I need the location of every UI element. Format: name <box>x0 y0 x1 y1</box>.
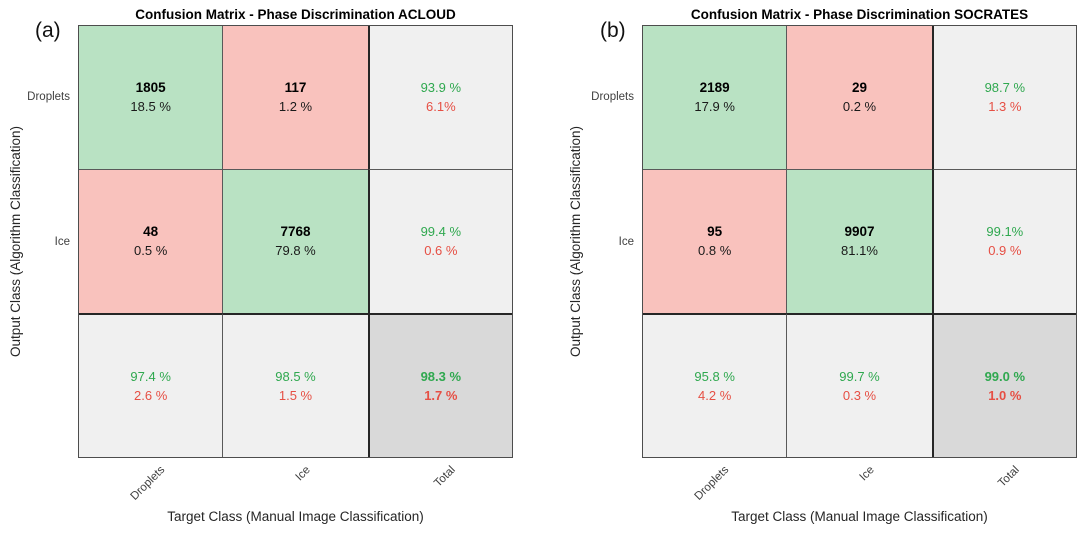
cell-percent: 0.8 % <box>698 243 732 259</box>
correct-percent: 98.5 % <box>275 369 316 385</box>
matrix-cell-droplets-ice: 29 0.2 % <box>787 26 932 170</box>
error-percent: 0.9 % <box>988 243 1022 259</box>
y-tick-ice: Ice <box>54 236 70 248</box>
row-summary-ice: 99.4 % 0.6 % <box>367 169 512 314</box>
panel-acloud: Confusion Matrix - Phase Discrimination … <box>9 7 513 524</box>
cell-count: 1805 <box>135 80 166 96</box>
col-summary-droplets: 95.8 % 4.2 % <box>643 313 788 457</box>
correct-percent: 95.8 % <box>694 369 735 385</box>
col-summary-droplets: 97.4 % 2.6 % <box>79 313 224 457</box>
y-tick-droplets: Droplets <box>27 91 70 103</box>
error-percent: 2.6 % <box>134 388 168 404</box>
overall-summary: 98.3 % 1.7 % <box>367 313 512 457</box>
correct-percent: 97.4 % <box>130 369 171 385</box>
x-tick-ice: Ice <box>857 464 877 484</box>
matrix-cell-ice-droplets: 95 0.8 % <box>643 169 788 314</box>
x-tick-droplets: Droplets <box>128 464 168 503</box>
matrix-cell-droplets-droplets: 2189 17.9 % <box>643 26 788 170</box>
error-percent: 0.6 % <box>424 243 458 259</box>
overall-correct-percent: 98.3 % <box>420 369 462 385</box>
confusion-matrix-grid: 1805 18.5 % 117 1.2 % 93.9 % 6.1% 48 0.5… <box>78 25 513 458</box>
x-axis-label: Target Class (Manual Image Classificatio… <box>167 509 424 524</box>
matrix-cell-droplets-droplets: 1805 18.5 % <box>79 26 224 170</box>
correct-percent: 99.4 % <box>420 224 462 240</box>
chart-title: Confusion Matrix - Phase Discrimination … <box>690 7 1029 22</box>
subfigure-label-b: (b) <box>600 19 626 42</box>
x-tick-droplets: Droplets <box>692 464 732 503</box>
cell-count: 2189 <box>699 80 730 96</box>
row-summary-droplets: 93.9 % 6.1% <box>367 26 512 170</box>
cell-percent: 17.9 % <box>694 99 735 115</box>
correct-percent: 99.7 % <box>839 369 880 385</box>
cell-percent: 81.1% <box>841 243 878 259</box>
error-percent: 4.2 % <box>698 388 732 404</box>
x-tick-total: Total <box>995 464 1022 490</box>
matrix-cell-ice-ice: 7768 79.8 % <box>223 169 368 314</box>
overall-error-percent: 1.0 % <box>988 388 1022 404</box>
cell-count: 95 <box>707 224 723 240</box>
cell-count: 9907 <box>844 224 875 240</box>
panel-socrates: Confusion Matrix - Phase Discrimination … <box>544 0 1088 541</box>
cell-count: 7768 <box>280 224 311 240</box>
x-tick-ice: Ice <box>293 464 313 484</box>
error-percent: 1.3 % <box>988 99 1022 115</box>
correct-percent: 98.7 % <box>984 80 1026 96</box>
col-summary-ice: 99.7 % 0.3 % <box>787 313 932 457</box>
error-percent: 1.5 % <box>278 388 313 404</box>
cell-percent: 18.5 % <box>130 99 171 115</box>
cell-count: 48 <box>143 224 159 240</box>
correct-percent: 93.9 % <box>420 80 462 96</box>
row-summary-ice: 99.1% 0.9 % <box>931 169 1076 314</box>
row-summary-droplets: 98.7 % 1.3 % <box>931 26 1076 170</box>
cell-count: 29 <box>851 80 867 96</box>
y-tick-ice: Ice <box>618 236 634 248</box>
matrix-cell-ice-droplets: 48 0.5 % <box>79 169 224 314</box>
chart-title: Confusion Matrix - Phase Discrimination … <box>135 7 456 22</box>
matrix-cell-droplets-ice: 117 1.2 % <box>223 26 368 170</box>
y-tick-droplets: Droplets <box>591 91 634 103</box>
overall-error-percent: 1.7 % <box>424 388 458 404</box>
x-axis-label: Target Class (Manual Image Classificatio… <box>731 509 988 524</box>
matrix-cell-ice-ice: 9907 81.1% <box>787 169 932 314</box>
cell-percent: 0.2 % <box>842 99 877 115</box>
cell-count: 117 <box>284 80 307 96</box>
overall-correct-percent: 99.0 % <box>984 369 1026 385</box>
error-percent: 0.3 % <box>842 388 877 404</box>
overall-summary: 99.0 % 1.0 % <box>931 313 1076 457</box>
error-percent: 6.1% <box>426 99 456 115</box>
cell-percent: 0.5 % <box>134 243 168 259</box>
correct-percent: 99.1% <box>986 224 1024 240</box>
confusion-matrix-grid: 2189 17.9 % 29 0.2 % 98.7 % 1.3 % 95 0.8… <box>642 25 1077 458</box>
x-tick-total: Total <box>431 464 458 490</box>
cell-percent: 1.2 % <box>278 99 313 115</box>
subfigure-label-a: (a) <box>35 19 61 42</box>
col-summary-ice: 98.5 % 1.5 % <box>223 313 368 457</box>
cell-percent: 79.8 % <box>275 243 316 259</box>
